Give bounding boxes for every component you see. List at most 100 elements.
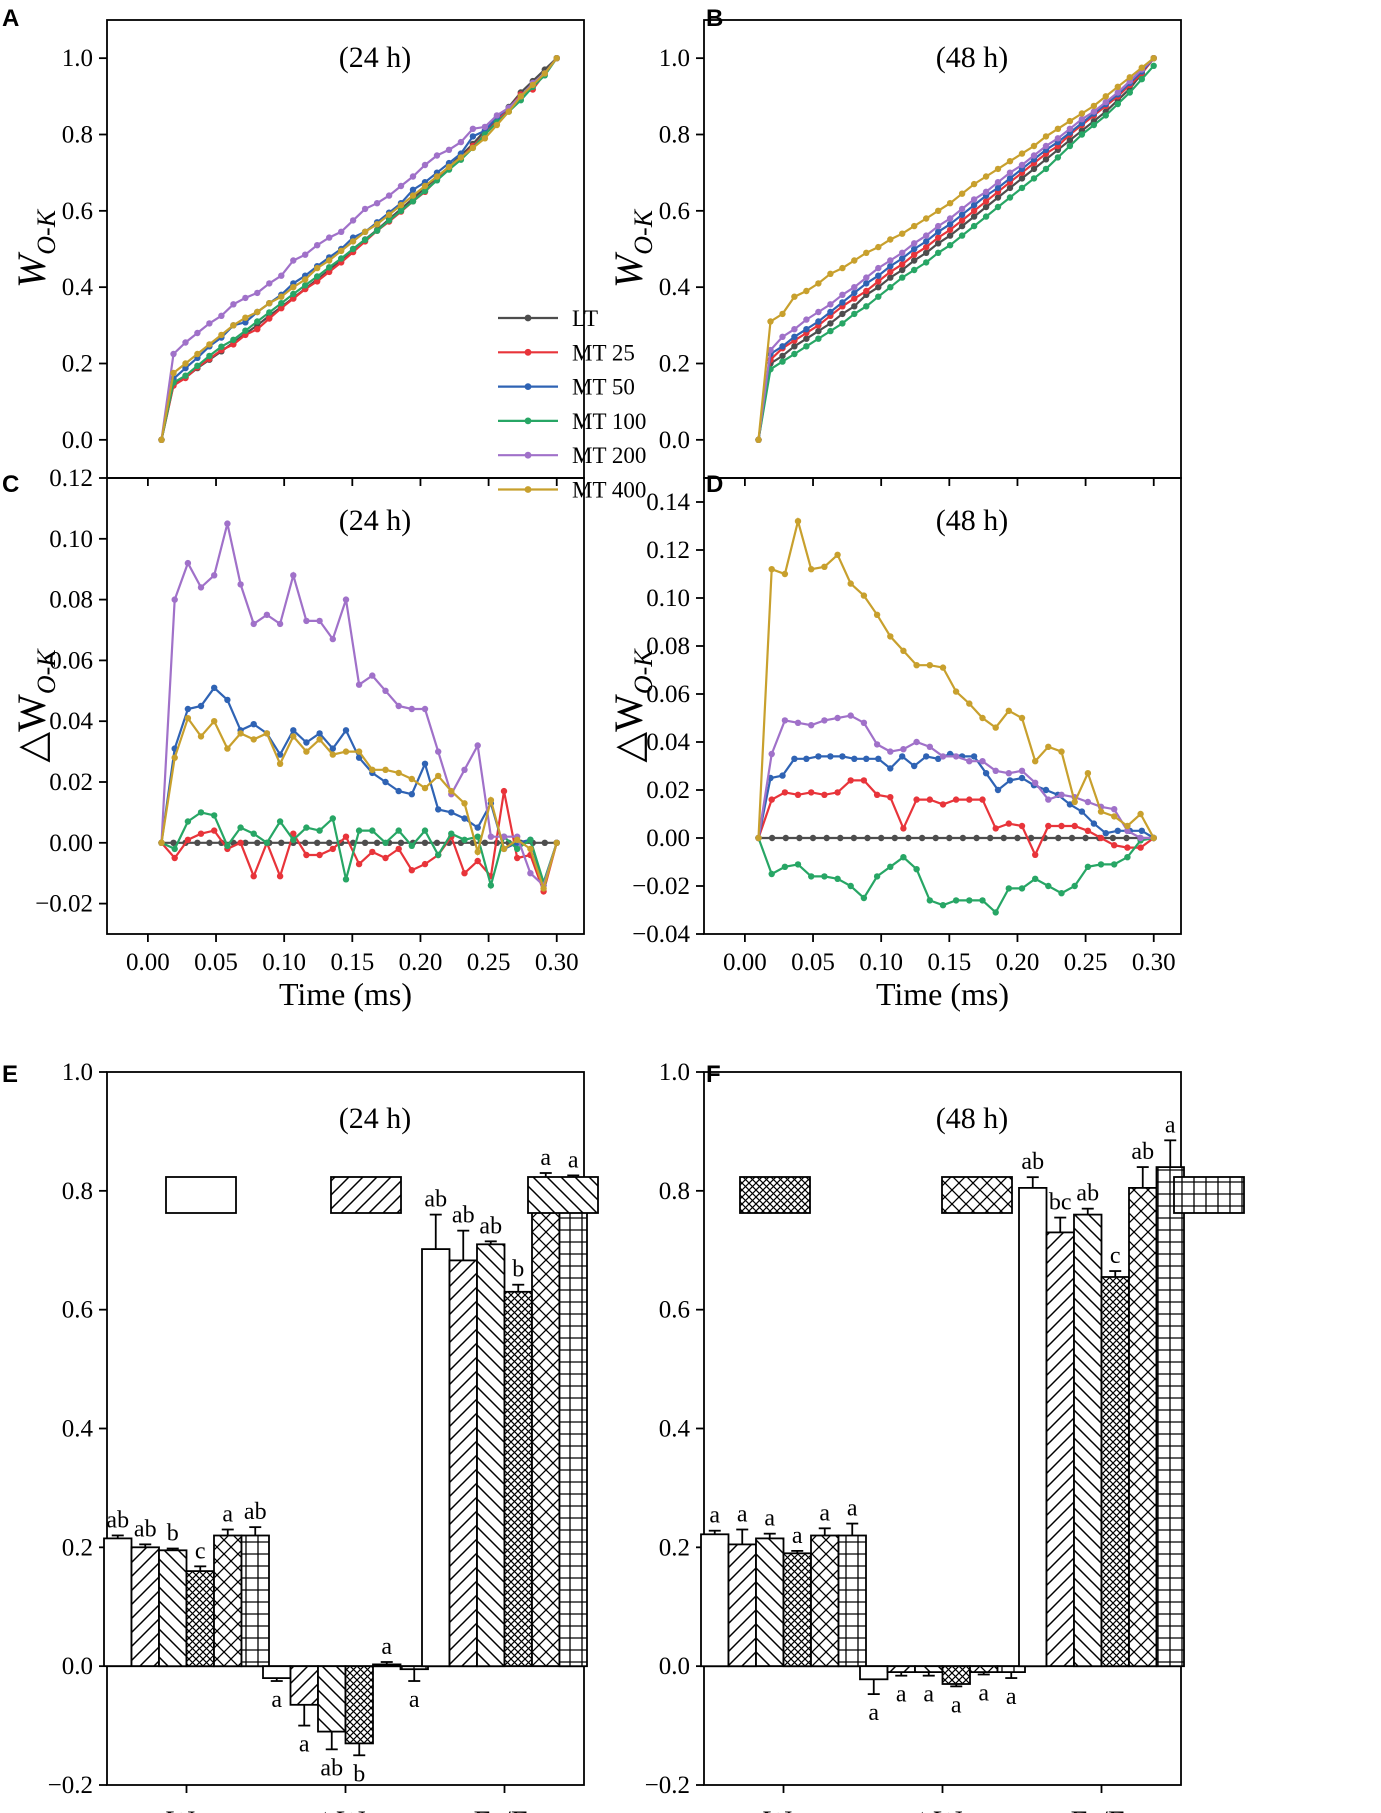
data-point	[1032, 851, 1039, 858]
data-point	[290, 284, 297, 291]
bar-mt-200	[213, 1534, 243, 1668]
data-point	[445, 146, 453, 153]
data-point	[237, 730, 244, 737]
data-point	[851, 303, 858, 310]
data-point	[433, 839, 441, 846]
data-point	[834, 789, 841, 796]
data-point	[1109, 834, 1117, 842]
data-point	[1078, 110, 1086, 117]
bar-mt-400	[996, 1665, 1026, 1673]
panel-letter: A	[2, 5, 19, 32]
data-point	[1042, 165, 1050, 173]
significance-letter: a	[896, 1682, 907, 1708]
data-point	[481, 135, 489, 142]
data-point	[863, 287, 870, 295]
data-point	[958, 217, 966, 224]
data-point	[994, 179, 1002, 186]
data-point	[1082, 834, 1089, 842]
data-point	[935, 755, 942, 762]
data-point	[469, 133, 477, 140]
data-point	[958, 205, 966, 213]
data-point	[397, 207, 405, 214]
data-point	[952, 753, 960, 760]
data-point	[349, 217, 357, 224]
significance-letter: a	[1165, 1112, 1176, 1138]
data-point	[326, 268, 333, 276]
y-title-main: △W	[606, 694, 651, 763]
y-tick-label: 1.0	[659, 45, 690, 72]
data-point	[851, 295, 858, 302]
category-label: WL	[763, 1805, 804, 1813]
data-point	[1018, 767, 1026, 774]
data-point	[242, 314, 249, 321]
data-point	[408, 867, 415, 874]
series-mt-400	[158, 715, 560, 893]
y-tick-label: 0.8	[62, 122, 93, 149]
data-point	[878, 834, 885, 842]
data-point	[1006, 158, 1014, 165]
data-point	[529, 81, 536, 89]
data-point	[875, 293, 882, 300]
legend-swatch	[941, 1176, 1013, 1214]
data-point	[1071, 822, 1078, 830]
data-point	[242, 294, 249, 302]
data-point	[958, 190, 966, 197]
data-point	[421, 760, 429, 767]
legend-swatch	[739, 1176, 811, 1214]
data-point	[781, 789, 789, 796]
legend-swatch	[1173, 1176, 1245, 1214]
data-point	[481, 123, 489, 131]
data-point	[373, 227, 381, 234]
data-point	[1000, 834, 1007, 842]
data-point	[184, 818, 192, 825]
data-point	[1138, 827, 1146, 834]
data-point	[791, 333, 798, 340]
data-point	[373, 221, 381, 228]
time-annotation: (48 h)	[936, 504, 1008, 537]
legend-label: MT 100	[572, 409, 646, 434]
bar-mt-400	[1155, 1166, 1185, 1668]
data-point	[224, 696, 231, 704]
bar-mt-25	[130, 1546, 160, 1668]
series-mt-50	[158, 684, 560, 890]
data-point	[1102, 830, 1110, 837]
data-point	[1090, 102, 1098, 110]
significance-letter: a	[923, 1682, 934, 1708]
data-point	[899, 261, 906, 268]
series-line	[160, 57, 558, 440]
data-point	[1102, 112, 1110, 119]
data-point	[887, 268, 894, 276]
data-point	[1071, 798, 1078, 806]
data-point	[913, 796, 920, 803]
data-point	[873, 741, 881, 748]
y-tick-label: 0.0	[62, 1653, 93, 1680]
data-point	[469, 144, 477, 152]
y-tick-label: 0.08	[646, 633, 690, 660]
data-point	[461, 836, 468, 843]
data-point	[242, 839, 249, 846]
legend-label: MT 50	[572, 375, 635, 400]
panel-letter: B	[706, 5, 723, 32]
data-point	[781, 570, 789, 578]
y-axis-title: WO-K	[606, 208, 658, 288]
data-point	[970, 180, 978, 188]
series-mt-100	[158, 55, 560, 443]
legend-marker	[524, 383, 532, 390]
data-point	[1137, 844, 1144, 851]
y-tick-label: 0.02	[49, 769, 93, 796]
data-point	[1058, 890, 1065, 897]
bar-lt	[103, 1537, 133, 1668]
data-point	[435, 851, 442, 859]
data-point	[900, 825, 907, 832]
data-point	[500, 845, 508, 853]
significance-letter: ab	[479, 1213, 502, 1239]
data-point	[1014, 834, 1021, 842]
data-point	[815, 753, 822, 760]
data-point	[1030, 152, 1038, 159]
data-point	[278, 272, 285, 279]
data-point	[779, 333, 786, 340]
data-point	[935, 234, 942, 241]
plot-frame	[106, 19, 585, 479]
data-point	[263, 839, 271, 846]
data-point	[369, 827, 376, 834]
